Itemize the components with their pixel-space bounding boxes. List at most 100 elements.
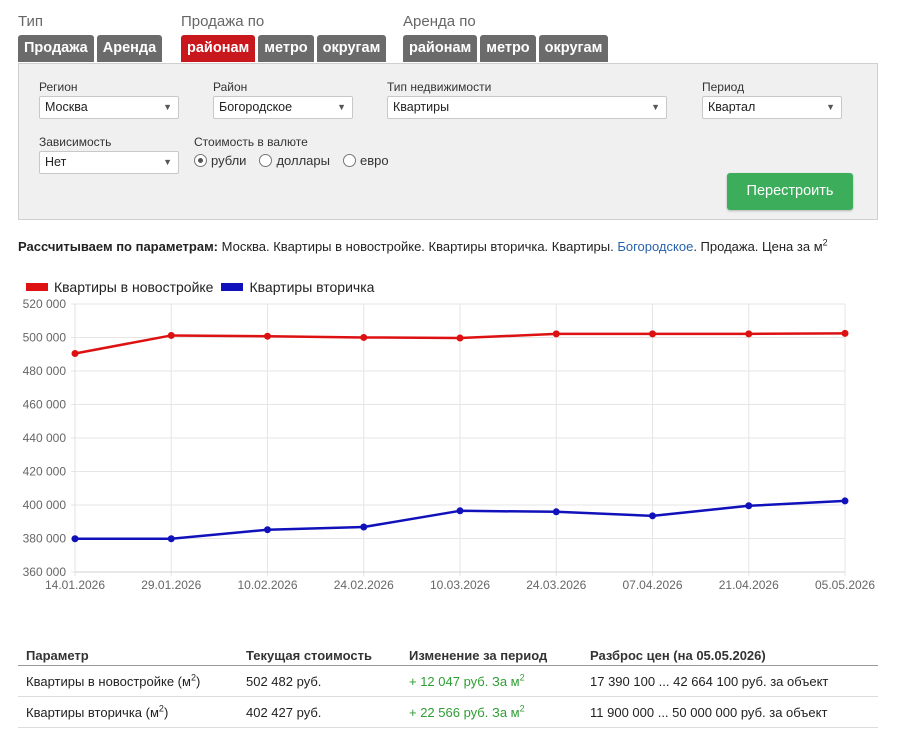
chevron-down-icon: ▼ <box>163 157 172 167</box>
y-tick-label: 460 000 <box>23 398 67 412</box>
tab-sale-okrugs[interactable]: округам <box>316 35 387 62</box>
data-point <box>71 535 79 543</box>
price-table: Параметр Текущая стоимость Изменение за … <box>18 646 878 728</box>
currency-option-label: евро <box>359 153 389 168</box>
x-tick-label: 24.02.2026 <box>334 578 394 592</box>
y-tick-label: 440 000 <box>23 431 67 445</box>
superscript: 2 <box>190 672 196 683</box>
data-point <box>456 334 464 342</box>
change-text: + 22 566 руб. За м <box>409 704 520 720</box>
data-point <box>167 535 175 543</box>
x-tick-label: 07.04.2026 <box>622 578 682 592</box>
period-select-value: Квартал <box>708 100 756 114</box>
tab-sale-metro[interactable]: метро <box>258 35 314 62</box>
table-header: Текущая стоимость <box>238 646 401 666</box>
period-label: Период <box>702 80 745 94</box>
x-tick-label: 29.01.2026 <box>141 578 201 592</box>
params-text: Москва. Квартиры в новостройке. Квартиры… <box>218 239 618 254</box>
x-tick-label: 24.03.2026 <box>526 578 586 592</box>
tab-sale-districts[interactable]: районам <box>181 35 256 62</box>
data-point <box>264 526 271 534</box>
property-type-select-value: Квартиры <box>393 100 450 114</box>
legend-item-new[interactable]: Квартиры в новостройке <box>26 279 213 295</box>
table-cell-spread: 17 390 100 ... 42 664 100 руб. за объект <box>582 665 878 697</box>
rent-group-label: Аренда по <box>403 13 476 30</box>
y-tick-label: 380 000 <box>23 532 67 546</box>
data-point <box>360 333 368 341</box>
x-tick-label: 05.05.2026 <box>815 578 875 592</box>
rent-tabs: районам метро округам <box>403 35 609 62</box>
table-cell-param: Квартиры вторичка (м2) <box>18 696 238 728</box>
data-point <box>745 502 753 510</box>
property-type-select[interactable]: Квартиры ▼ <box>387 96 667 119</box>
y-tick-label: 360 000 <box>23 565 67 579</box>
x-tick-label: 21.04.2026 <box>719 578 779 592</box>
period-select[interactable]: Квартал ▼ <box>702 96 842 119</box>
region-label: Регион <box>39 80 78 94</box>
change-text: + 12 047 руб. За м <box>409 673 520 689</box>
table-header: Изменение за период <box>401 646 582 666</box>
tab-rent-okrugs[interactable]: округам <box>538 35 609 62</box>
chevron-down-icon: ▼ <box>163 102 172 112</box>
radio-button[interactable] <box>342 154 356 167</box>
table-cell-change: + 22 566 руб. За м2 <box>401 696 582 728</box>
currency-label: Стоимость в валюте <box>194 135 308 149</box>
currency-option-eur[interactable]: евро <box>342 153 389 168</box>
tab-rent[interactable]: Аренда <box>96 35 163 62</box>
chevron-down-icon: ▼ <box>337 102 346 112</box>
tab-sale[interactable]: Продажа <box>18 35 94 62</box>
param-text: Квартиры в новостройке (м <box>26 673 191 689</box>
region-select[interactable]: Москва ▼ <box>39 96 179 119</box>
rebuild-button[interactable]: Перестроить <box>727 173 853 210</box>
chart-legend: Квартиры в новостройке Квартиры вторичка <box>26 279 382 295</box>
y-tick-label: 400 000 <box>23 498 67 512</box>
data-point <box>841 497 849 505</box>
table-row: Квартиры в новостройке (м2) 502 482 руб.… <box>18 665 878 697</box>
chevron-down-icon: ▼ <box>651 102 660 112</box>
y-tick-label: 500 000 <box>23 331 67 345</box>
param-text-end: ) <box>195 673 201 689</box>
data-point <box>71 350 79 358</box>
chevron-down-icon: ▼ <box>826 102 835 112</box>
district-label: Район <box>213 80 248 94</box>
tab-rent-districts[interactable]: районам <box>403 35 478 62</box>
data-point <box>167 331 175 339</box>
params-summary: Рассчитываем по параметрам: Москва. Квар… <box>18 237 828 254</box>
price-line-chart: 520 000 500 000 480 000 460 000 440 000 420 0… <box>23 297 876 592</box>
superscript: 2 <box>822 237 828 248</box>
data-point <box>264 332 271 340</box>
radio-button[interactable] <box>194 154 207 167</box>
table-cell-current: 402 427 руб. <box>238 696 401 728</box>
superscript: 2 <box>519 672 525 683</box>
table-header: Разброс цен (на 05.05.2026) <box>582 646 878 666</box>
data-point <box>649 330 656 338</box>
currency-radio-group: рубли доллары евро <box>194 153 402 168</box>
legend-item-secondary[interactable]: Квартиры вторичка <box>221 279 374 295</box>
y-tick-label: 420 000 <box>23 465 67 479</box>
y-tick-label: 480 000 <box>23 364 67 378</box>
dependency-select[interactable]: Нет ▼ <box>39 151 179 174</box>
district-link[interactable]: Богородское <box>617 239 694 254</box>
dependency-select-value: Нет <box>45 155 67 169</box>
district-select[interactable]: Богородское ▼ <box>213 96 353 119</box>
data-point <box>552 330 560 338</box>
currency-option-usd[interactable]: доллары <box>259 153 330 168</box>
table-header-row: Параметр Текущая стоимость Изменение за … <box>18 646 878 666</box>
type-group-label: Тип <box>18 13 44 30</box>
params-text-after: . Продажа. Цена за м <box>693 239 823 254</box>
table-cell-spread: 11 900 000 ... 50 000 000 руб. за объект <box>582 696 878 728</box>
radio-button[interactable] <box>259 154 273 167</box>
param-text-end: ) <box>163 704 169 720</box>
tab-rent-metro[interactable]: метро <box>480 35 536 62</box>
superscript: 2 <box>158 703 164 714</box>
params-prefix: Рассчитываем по параметрам: <box>18 239 219 254</box>
y-tick-label: 520 000 <box>23 297 67 311</box>
currency-option-rub[interactable]: рубли <box>194 153 246 168</box>
sale-group-label: Продажа по <box>181 13 265 30</box>
filter-panel: Регион Москва ▼ Район Богородское ▼ Тип … <box>18 63 878 220</box>
data-point <box>745 330 753 338</box>
dependency-label: Зависимость <box>39 135 112 149</box>
data-point <box>456 507 464 515</box>
param-text: Квартиры вторичка (м <box>26 704 159 720</box>
legend-swatch-red <box>26 283 48 291</box>
